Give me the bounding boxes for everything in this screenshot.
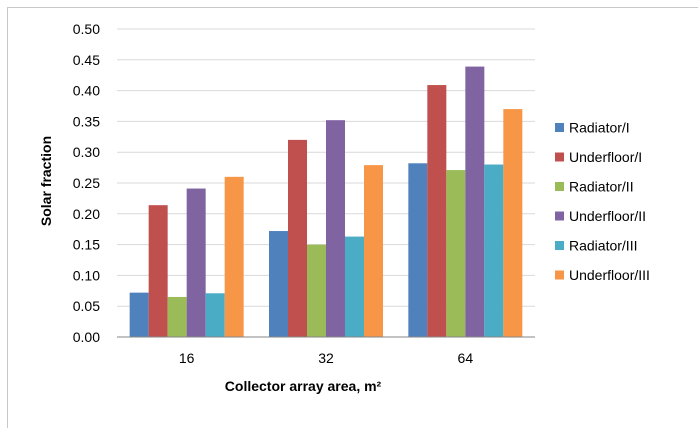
bar-underfloor-iii-64	[503, 109, 523, 337]
bar-underfloor-i-32	[288, 139, 307, 337]
x-tick-labels: 16 32 64	[179, 350, 473, 366]
x-tick-label: 32	[318, 350, 334, 366]
y-tick-label: 0.25	[73, 175, 100, 191]
bars	[129, 66, 523, 338]
bar-underfloor-ii-64	[465, 66, 485, 338]
x-tick-label: 64	[458, 350, 474, 366]
bar-underfloor-ii-16	[186, 188, 206, 337]
legend-swatch	[555, 211, 564, 221]
legend-label: Radiator/II	[569, 179, 634, 195]
y-tick-label: 0.50	[73, 21, 100, 37]
legend-swatch	[555, 241, 564, 250]
x-tick-label: 16	[179, 350, 195, 366]
bar-radiator-i-64	[408, 163, 428, 337]
legend-label: Underfloor/II	[569, 208, 646, 224]
bar-underfloor-iii-16	[224, 176, 244, 337]
y-tick-label: 0.10	[73, 267, 100, 283]
y-tick-label: 0.20	[73, 206, 100, 222]
y-axis-title: Solar fraction	[38, 136, 54, 226]
y-tick-labels: 0.00 0.05 0.10 0.15 0.20 0.25 0.30 0.35 0.40 0.45…	[73, 21, 100, 345]
y-tick-label: 0.15	[73, 237, 100, 253]
bar-radiator-i-32	[269, 231, 288, 337]
y-tick-label: 0.45	[73, 52, 100, 68]
y-tick-label: 0.35	[73, 113, 100, 129]
chart-frame	[7, 7, 698, 428]
bar-underfloor-iii-32	[364, 165, 383, 337]
bar-radiator-iii-16	[205, 293, 225, 337]
bar-radiator-ii-16	[167, 296, 187, 337]
bar-radiator-iii-64	[484, 164, 504, 337]
legend-label: Radiator/III	[569, 238, 637, 254]
legend-label: Underfloor/III	[569, 267, 650, 283]
y-tick-label: 0.30	[73, 144, 100, 160]
legend-swatch	[555, 152, 564, 162]
bar-radiator-ii-64	[446, 170, 466, 337]
y-tick-label: 0.00	[73, 329, 100, 345]
legend-label: Underfloor/I	[569, 149, 642, 165]
bar-radiator-i-16	[129, 292, 149, 337]
bar-underfloor-i-16	[148, 205, 168, 337]
y-tick-label: 0.40	[73, 83, 100, 99]
legend-swatch	[555, 270, 564, 280]
bar-radiator-iii-32	[345, 236, 364, 337]
bar-radiator-ii-32	[307, 244, 326, 337]
legend-swatch	[555, 182, 564, 191]
bar-underfloor-i-64	[427, 85, 447, 337]
legend: Radiator/I Underfloor/I Radiator/II Underfl…	[555, 120, 650, 283]
y-tick-label: 0.05	[73, 298, 100, 314]
bar-underfloor-ii-32	[326, 120, 345, 337]
legend-swatch	[555, 123, 564, 132]
x-axis-title: Collector array area, m²	[225, 378, 382, 394]
legend-label: Radiator/I	[569, 120, 630, 136]
